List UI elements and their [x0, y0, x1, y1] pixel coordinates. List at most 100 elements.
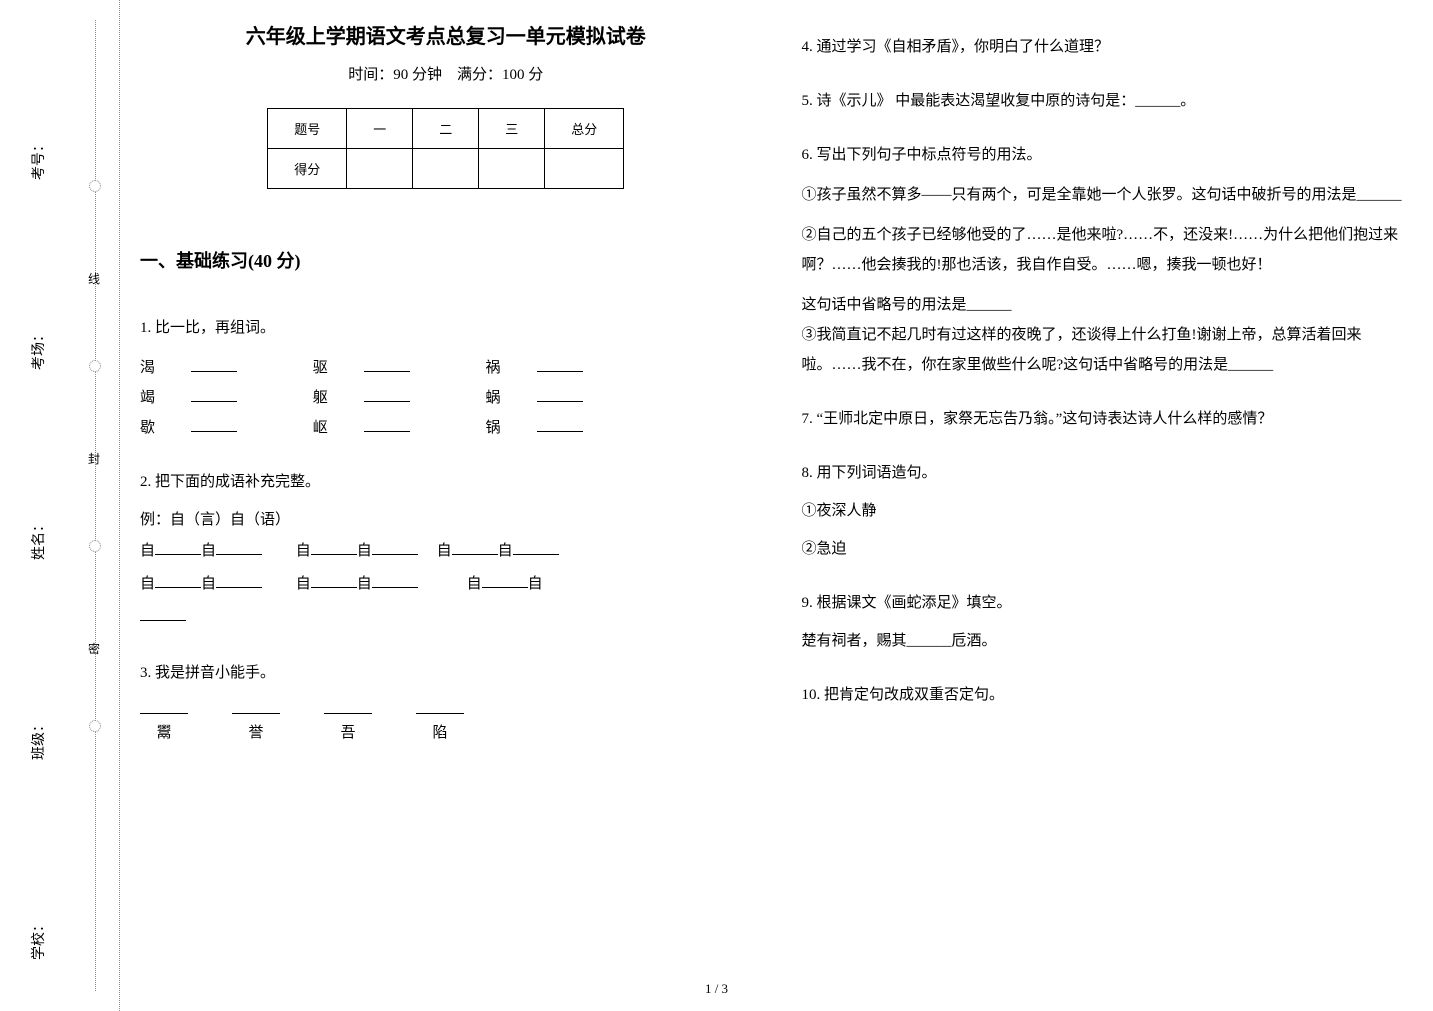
q6-p2: ②自己的五个孩子已经够他受的了……是他来啦?……不，还没来!……为什么把他们抱过…	[802, 220, 1414, 280]
q6-stem: 6. 写出下列句子中标点符号的用法。	[802, 140, 1414, 170]
q6-p3: ③我简直记不起几时有过这样的夜晚了，还谈得上什么打鱼!谢谢上帝，总算活着回来啦。…	[802, 320, 1414, 380]
binding-label-name: 姓名：	[28, 518, 48, 560]
score-row-label: 得分	[268, 149, 347, 189]
q1-stem: 1. 比一比，再组词。	[140, 313, 752, 343]
q1-char: 祸	[486, 353, 501, 383]
score-cell	[479, 149, 545, 189]
q3-char: 吾	[340, 725, 355, 741]
q8-a: ①夜深人静	[802, 496, 1414, 526]
left-column: 六年级上学期语文考点总复习一单元模拟试卷 时间：90 分钟 满分：100 分 题…	[140, 20, 752, 991]
q1-char: 竭	[140, 383, 155, 413]
right-column: 4. 通过学习《自相矛盾》，你明白了什么道理？ 5. 诗《示儿》 中最能表达渴望…	[802, 20, 1414, 991]
pinyin-cell: 誉	[232, 696, 280, 748]
binding-seal-char: 封	[88, 450, 100, 467]
blank	[311, 573, 357, 588]
q1-row: 渴 驱 祸	[140, 353, 752, 383]
blank	[155, 540, 201, 555]
q1-char: 蜗	[486, 383, 501, 413]
page-number: 1 / 3	[705, 981, 728, 997]
blank	[155, 573, 201, 588]
blank	[364, 387, 410, 402]
q8-stem: 8. 用下列词语造句。	[802, 458, 1414, 488]
q1-char: 躯	[313, 383, 328, 413]
section-1-head: 一、基础练习(40 分)	[140, 247, 752, 273]
question-10: 10. 把肯定句改成双重否定句。	[802, 680, 1414, 710]
blank	[216, 573, 262, 588]
q6-p2b: 这句话中省略号的用法是______	[802, 290, 1414, 320]
pinyin-cell: 陷	[416, 696, 464, 748]
binding-label-id: 考号：	[28, 138, 48, 180]
q2-blanks: 自自 自自 自自 自自 自自 自自	[140, 535, 752, 634]
question-7: 7. “王师北定中原日，家祭无忘告乃翁。”这句诗表达诗人什么样的感情？	[802, 404, 1414, 434]
question-9: 9. 根据课文《画蛇添足》填空。 楚有祠者，赐其______卮酒。	[802, 588, 1414, 656]
q3-pinyin-row: 鬻 誉 吾 陷	[140, 696, 752, 748]
binding-label-school: 学校：	[28, 918, 48, 960]
blank	[191, 357, 237, 372]
question-5: 5. 诗《示儿》 中最能表达渴望收复中原的诗句是：______。	[802, 86, 1414, 116]
q1-char: 驱	[313, 353, 328, 383]
blank	[232, 696, 280, 714]
blank	[372, 540, 418, 555]
binding-dotted-line	[95, 20, 96, 991]
blank	[311, 540, 357, 555]
exam-title: 六年级上学期语文考点总复习一单元模拟试卷	[140, 20, 752, 49]
q2-example: 例：自（言）自（语）	[140, 505, 752, 535]
score-col: 三	[479, 109, 545, 149]
blank	[482, 573, 528, 588]
q1-char: 岖	[313, 413, 328, 443]
q1-row: 竭 躯 蜗	[140, 383, 752, 413]
binding-circle	[89, 540, 101, 552]
score-table: 题号 一 二 三 总分 得分	[267, 108, 624, 189]
binding-circle	[89, 360, 101, 372]
question-2: 2. 把下面的成语补充完整。 例：自（言）自（语） 自自 自自 自自 自自 自自…	[140, 467, 752, 634]
q3-stem: 3. 我是拼音小能手。	[140, 658, 752, 688]
q3-char: 鬻	[156, 725, 171, 741]
binding-label-room: 考场：	[28, 328, 48, 370]
blank	[513, 540, 559, 555]
blank	[216, 540, 262, 555]
q8-b: ②急迫	[802, 534, 1414, 564]
score-col: 二	[413, 109, 479, 149]
score-cell	[347, 149, 413, 189]
score-col-label: 题号	[268, 109, 347, 149]
pinyin-cell: 鬻	[140, 696, 188, 748]
binding-label-class: 班级：	[28, 718, 48, 760]
q1-char: 锅	[486, 413, 501, 443]
binding-strip: 学校： 班级： 姓名： 考场： 考号： 密 封 线	[0, 0, 120, 1011]
binding-seal-char: 密	[88, 640, 100, 657]
blank	[372, 573, 418, 588]
q1-char: 渴	[140, 353, 155, 383]
binding-circle	[89, 180, 101, 192]
score-col: 总分	[545, 109, 624, 149]
blank	[364, 357, 410, 372]
score-col: 一	[347, 109, 413, 149]
blank	[191, 417, 237, 432]
q1-char: 歇	[140, 413, 155, 443]
q3-char: 陷	[432, 725, 447, 741]
blank	[364, 417, 410, 432]
binding-circle	[89, 720, 101, 732]
q6-p1: ①孩子虽然不算多——只有两个，可是全靠她一个人张罗。这句话中破折号的用法是___…	[802, 180, 1414, 210]
page-content: 六年级上学期语文考点总复习一单元模拟试卷 时间：90 分钟 满分：100 分 题…	[140, 20, 1413, 991]
question-1: 1. 比一比，再组词。 渴 驱 祸 竭 躯 蜗 歇 岖 锅	[140, 313, 752, 443]
pinyin-cell: 吾	[324, 696, 372, 748]
blank	[537, 417, 583, 432]
blank	[324, 696, 372, 714]
question-3: 3. 我是拼音小能手。 鬻 誉 吾 陷	[140, 658, 752, 748]
q1-row: 歇 岖 锅	[140, 413, 752, 443]
score-cell	[545, 149, 624, 189]
question-6: 6. 写出下列句子中标点符号的用法。 ①孩子虽然不算多——只有两个，可是全靠她一…	[802, 140, 1414, 380]
q9-stem: 9. 根据课文《画蛇添足》填空。	[802, 588, 1414, 618]
blank	[140, 696, 188, 714]
blank	[537, 387, 583, 402]
question-4: 4. 通过学习《自相矛盾》，你明白了什么道理？	[802, 32, 1414, 62]
q2-stem: 2. 把下面的成语补充完整。	[140, 467, 752, 497]
question-8: 8. 用下列词语造句。 ①夜深人静 ②急迫	[802, 458, 1414, 564]
blank	[537, 357, 583, 372]
blank	[416, 696, 464, 714]
blank	[140, 606, 186, 621]
blank	[452, 540, 498, 555]
binding-seal-char: 线	[88, 270, 100, 287]
q9-line: 楚有祠者，赐其______卮酒。	[802, 626, 1414, 656]
blank	[191, 387, 237, 402]
